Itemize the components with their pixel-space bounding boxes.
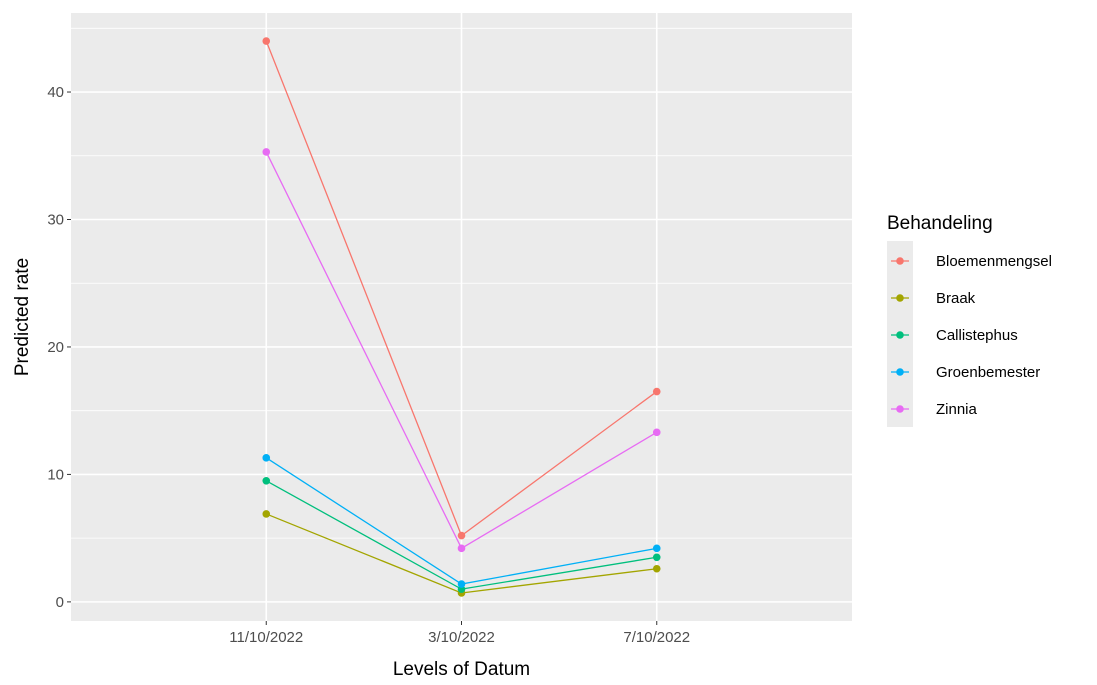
y-tick-label: 30 [47, 211, 64, 228]
x-tick-label: 7/10/2022 [623, 629, 690, 646]
y-tick-label: 0 [56, 594, 64, 611]
legend: Behandeling Bloemenmengsel Braak Callistep… [887, 213, 1052, 427]
data-point-groenbemester [457, 580, 466, 588]
legend-key-point [896, 405, 904, 413]
x-axis-title: Levels of Datum [393, 659, 530, 680]
data-point-bloemenmengsel [457, 531, 466, 540]
y-axis: 0 10 20 30 40 [47, 84, 71, 611]
data-point-groenbemester [652, 544, 661, 553]
major-gridlines [71, 13, 852, 621]
legend-label: Zinnia [936, 401, 978, 418]
legend-key-point [896, 294, 904, 302]
data-point-zinnia [262, 148, 271, 156]
y-tick-label: 40 [47, 84, 64, 101]
legend-label: Braak [936, 290, 976, 307]
data-point-bloemenmengsel [262, 37, 271, 45]
data-point-callistephus [262, 476, 271, 485]
legend-label: Bloemenmengsel [936, 253, 1052, 270]
legend-title: Behandeling [887, 213, 993, 234]
data-point-bloemenmengsel [652, 387, 661, 396]
x-tick-label: 11/10/2022 [229, 629, 303, 646]
data-point-zinnia [457, 544, 466, 553]
y-axis-title: Predicted rate [12, 258, 33, 376]
legend-label: Groenbemester [936, 364, 1040, 381]
data-point-groenbemester [262, 454, 271, 462]
y-tick-label: 10 [47, 466, 64, 483]
x-axis: 11/10/2022 3/10/2022 7/10/2022 [229, 621, 690, 646]
legend-key-point [896, 331, 904, 339]
data-point-braak [262, 510, 271, 518]
y-tick-label: 20 [47, 339, 64, 356]
x-tick-label: 3/10/2022 [428, 629, 495, 646]
legend-items: Bloemenmengsel Braak Callistephus Groenbeme… [891, 253, 1052, 418]
data-point-braak [652, 564, 661, 573]
legend-key-point [896, 257, 904, 265]
legend-key-point [896, 368, 904, 376]
legend-label: Callistephus [936, 327, 1018, 344]
data-point-callistephus [652, 553, 661, 562]
series-points [262, 37, 661, 597]
data-point-zinnia [652, 428, 661, 437]
